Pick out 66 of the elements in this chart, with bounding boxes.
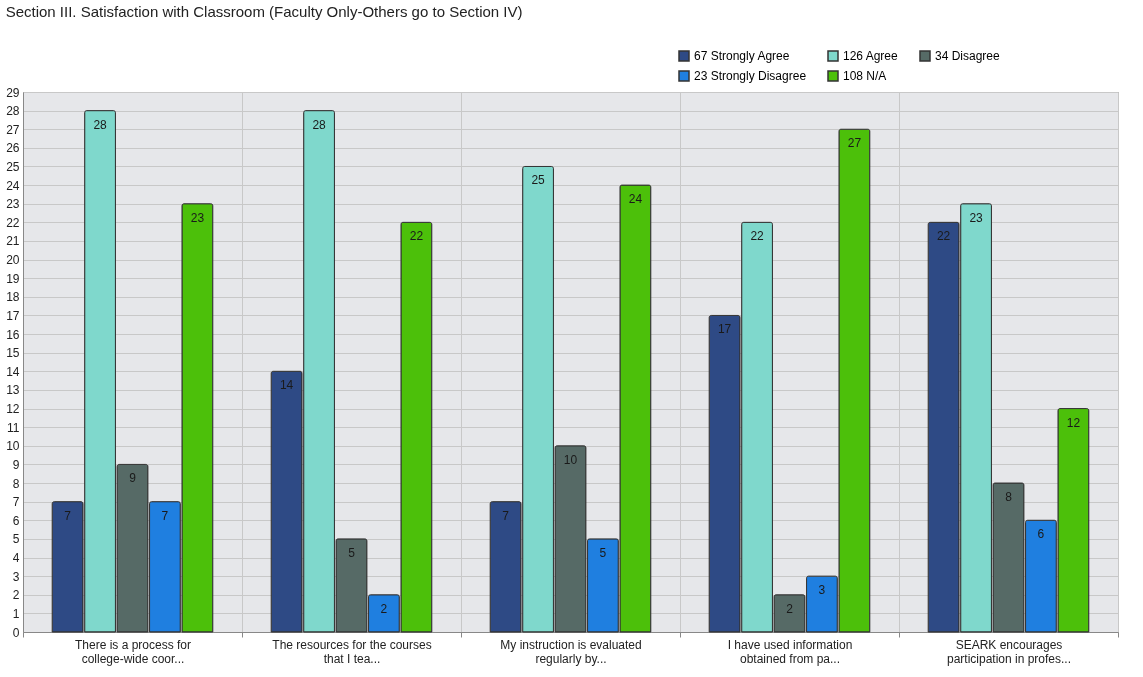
y-tick-label: 16 bbox=[6, 327, 20, 342]
y-tick-label: 28 bbox=[6, 104, 20, 119]
data-label: 23 bbox=[190, 210, 205, 225]
data-label: 2 bbox=[380, 601, 388, 616]
y-tick-label: 2 bbox=[12, 588, 20, 603]
y-tick-label: 4 bbox=[12, 551, 20, 566]
data-label: 7 bbox=[64, 508, 72, 523]
x-tick-label: There is a process for college-wide coor... bbox=[74, 637, 192, 666]
y-tick-label: 22 bbox=[6, 215, 20, 230]
data-label: 6 bbox=[1037, 527, 1045, 542]
y-tick-label: 6 bbox=[12, 513, 20, 528]
y-tick-label: 14 bbox=[6, 364, 20, 379]
y-tick-label: 13 bbox=[6, 383, 20, 398]
y-tick-label: 27 bbox=[6, 122, 20, 137]
y-tick-label: 3 bbox=[12, 569, 20, 584]
x-tick-label: The resources for the courses that I tea... bbox=[272, 637, 432, 666]
data-label: 2 bbox=[786, 601, 794, 616]
data-label: 23 bbox=[969, 210, 984, 225]
data-label: 14 bbox=[279, 378, 294, 393]
x-tick-label: My instruction is evaluated regularly by... bbox=[500, 637, 642, 666]
data-label: 28 bbox=[93, 117, 108, 132]
legend-label: 23 Strongly Disagree bbox=[694, 69, 807, 83]
y-tick-label: 20 bbox=[6, 253, 20, 268]
y-tick-label: 25 bbox=[6, 159, 20, 174]
data-label: 9 bbox=[129, 471, 137, 486]
y-tick-label: 18 bbox=[6, 290, 20, 305]
x-tick-label: I have used information obtained from pa... bbox=[727, 637, 853, 666]
y-tick-label: 7 bbox=[12, 495, 20, 510]
y-tick-label: 11 bbox=[7, 420, 20, 435]
data-label: 25 bbox=[531, 173, 546, 188]
y-tick-label: 0 bbox=[12, 625, 20, 640]
data-label: 22 bbox=[409, 229, 424, 244]
y-tick-label: 29 bbox=[6, 85, 20, 100]
data-label: 10 bbox=[563, 452, 578, 467]
data-label: 5 bbox=[599, 545, 607, 560]
data-label: 22 bbox=[936, 229, 951, 244]
y-tick-label: 12 bbox=[6, 402, 20, 417]
data-label: 7 bbox=[502, 508, 510, 523]
y-tick-label: 5 bbox=[12, 532, 20, 547]
y-tick-label: 9 bbox=[12, 457, 20, 472]
y-tick-label: 19 bbox=[6, 271, 20, 286]
y-tick-label: 1 bbox=[12, 606, 20, 621]
data-label: 8 bbox=[1005, 490, 1013, 505]
data-label: 24 bbox=[628, 192, 643, 207]
legend-label: 67 Strongly Agree bbox=[694, 49, 790, 63]
x-tick-label: SEARK encourages participation in profes... bbox=[946, 637, 1072, 666]
y-tick-label: 21 bbox=[6, 234, 20, 249]
data-label: 17 bbox=[717, 322, 732, 337]
y-tick-label: 15 bbox=[6, 346, 20, 361]
data-label: 27 bbox=[847, 136, 862, 151]
y-tick-label: 24 bbox=[6, 178, 20, 193]
data-label: 3 bbox=[818, 583, 826, 598]
legend-label: 108 N/A bbox=[843, 69, 887, 83]
y-tick-label: 26 bbox=[6, 141, 20, 156]
chart-title: Section III. Satisfaction with Classroom (Faculty Only-Others go to Section IV) bbox=[5, 3, 523, 20]
y-tick-label: 10 bbox=[6, 439, 20, 454]
y-tick-label: 8 bbox=[12, 476, 20, 491]
y-tick-label: 17 bbox=[6, 308, 20, 323]
data-label: 7 bbox=[161, 508, 169, 523]
data-label: 12 bbox=[1066, 415, 1081, 430]
data-label: 5 bbox=[348, 545, 356, 560]
data-label: 28 bbox=[312, 117, 327, 132]
y-tick-label: 23 bbox=[6, 197, 20, 212]
legend-label: 126 Agree bbox=[843, 49, 899, 63]
legend-label: 34 Disagree bbox=[935, 49, 1001, 63]
data-label: 22 bbox=[750, 229, 765, 244]
